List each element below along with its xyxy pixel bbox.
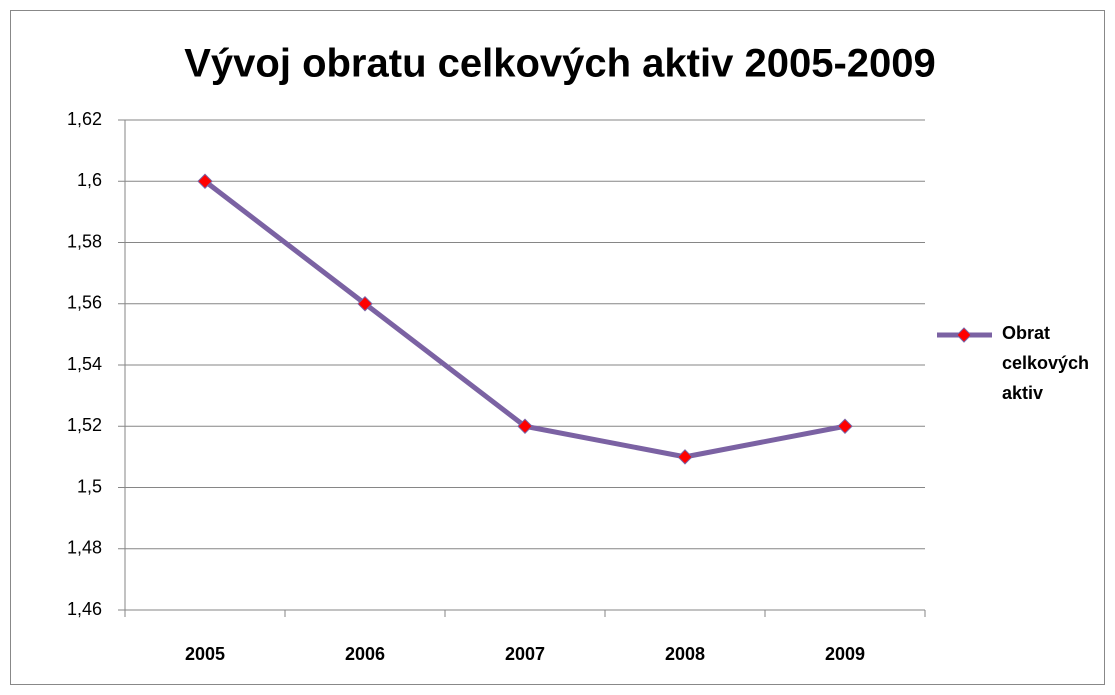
data-point bbox=[837, 418, 853, 434]
x-tick-label: 2008 bbox=[665, 644, 705, 664]
data-point bbox=[517, 418, 533, 434]
legend-label: Obrat celkových aktiv bbox=[1002, 323, 1090, 403]
x-tick-label: 2007 bbox=[505, 644, 545, 664]
legend-marker bbox=[956, 327, 972, 343]
x-tick-label: 2006 bbox=[345, 644, 385, 664]
data-point bbox=[197, 173, 213, 189]
y-tick-label: 1,52 bbox=[67, 415, 102, 435]
y-tick-label: 1,5 bbox=[77, 476, 102, 496]
y-tick-label: 1,46 bbox=[67, 599, 102, 619]
y-tick-label: 1,48 bbox=[67, 538, 102, 558]
y-tick-label: 1,62 bbox=[67, 109, 102, 129]
data-point bbox=[677, 449, 693, 465]
x-tick-label: 2005 bbox=[185, 644, 225, 664]
y-tick-label: 1,56 bbox=[67, 293, 102, 313]
chart-frame bbox=[10, 10, 1105, 685]
chart-title: Vývoj obratu celkových aktiv 2005-2009 bbox=[184, 42, 936, 86]
y-tick-label: 1,6 bbox=[77, 170, 102, 190]
x-tick-label: 2009 bbox=[825, 644, 865, 664]
y-tick-label: 1,58 bbox=[67, 231, 102, 251]
y-tick-label: 1,54 bbox=[67, 354, 102, 374]
data-point bbox=[357, 296, 373, 312]
